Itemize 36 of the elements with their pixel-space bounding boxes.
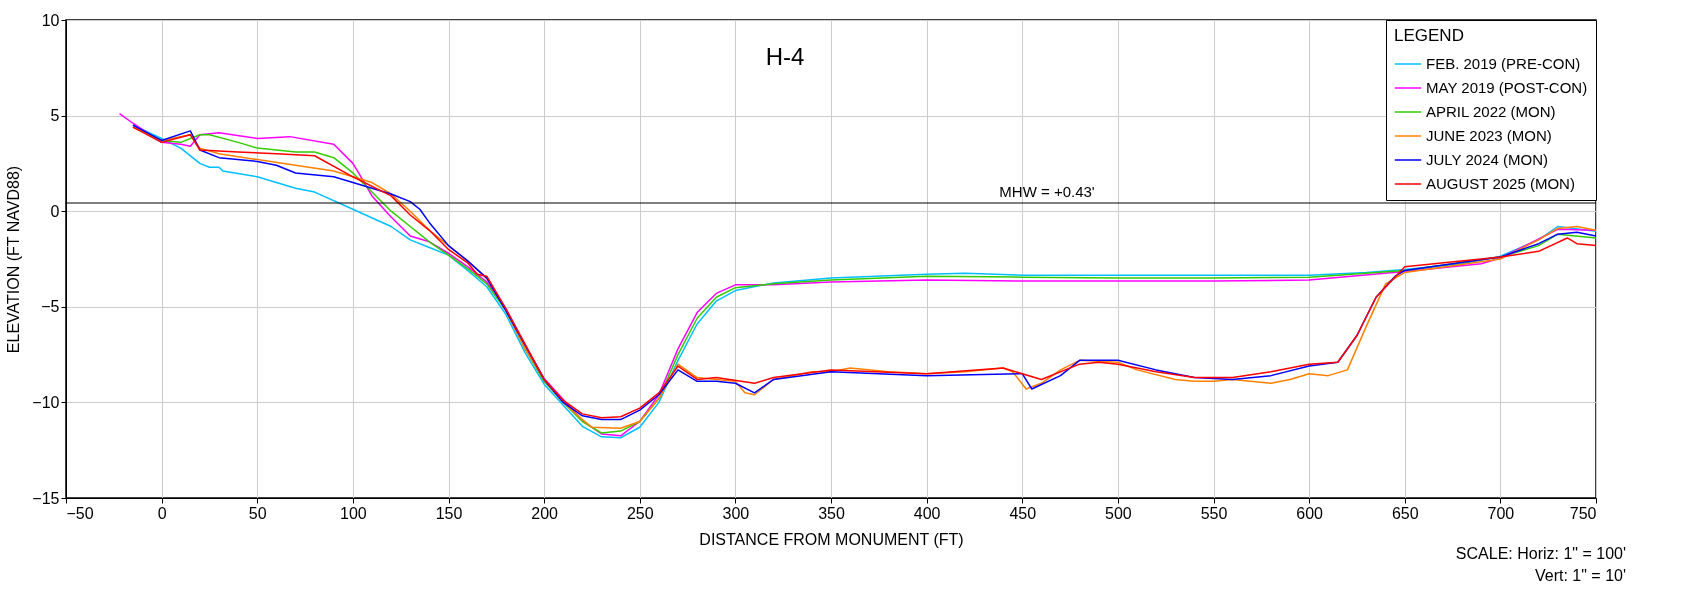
x-tick-label: 300 xyxy=(722,504,750,522)
y-tick-label: 0 xyxy=(50,202,60,220)
x-tick-label: 750 xyxy=(1569,504,1597,522)
legend-label: APRIL 2022 (MON) xyxy=(1426,103,1556,120)
y-axis-title: ELEVATION (FT NAVD88) xyxy=(5,165,23,354)
x-tick-label: 650 xyxy=(1391,504,1419,522)
y-tick-label: −10 xyxy=(32,393,60,411)
legend-label: AUGUST 2025 (MON) xyxy=(1426,175,1575,192)
x-tick-label: 600 xyxy=(1296,504,1324,522)
x-tick-label: 250 xyxy=(626,504,654,522)
x-tick-label: 450 xyxy=(1009,504,1037,522)
y-tick-label: −5 xyxy=(41,298,60,316)
text: Vert: 1" = 10' xyxy=(1534,567,1626,584)
x-tick-label: 550 xyxy=(1200,504,1228,522)
text: H-4 xyxy=(765,43,805,70)
legend-title: LEGEND xyxy=(1394,26,1464,45)
x-axis-title: DISTANCE FROM MONUMENT (FT) xyxy=(699,530,964,548)
legend-label: JULY 2024 (MON) xyxy=(1426,151,1548,168)
legend-label: FEB. 2019 (PRE-CON) xyxy=(1426,55,1581,72)
y-tick-label: 10 xyxy=(41,11,60,29)
x-tick-label: 150 xyxy=(435,504,463,522)
x-tick-label: 400 xyxy=(913,504,941,522)
x-tick-label: 350 xyxy=(818,504,845,522)
ref-line-label: MHW = +0.43' xyxy=(999,182,1095,200)
y-tick-label: −15 xyxy=(32,489,60,507)
y-tick-label: 5 xyxy=(50,107,60,125)
x-tick-label: −50 xyxy=(66,504,94,522)
x-tick-label: 700 xyxy=(1487,504,1515,522)
x-tick-label: 500 xyxy=(1105,504,1132,522)
x-tick-label: 200 xyxy=(531,504,559,522)
legend-label: JUNE 2023 (MON) xyxy=(1426,127,1552,144)
text: SCALE: Horiz: 1" = 100' xyxy=(1455,545,1626,562)
x-tick-label: 100 xyxy=(340,504,367,522)
x-tick-label: 0 xyxy=(157,504,167,522)
x-tick-label: 50 xyxy=(248,504,267,522)
legend-label: MAY 2019 (POST-CON) xyxy=(1426,79,1588,96)
